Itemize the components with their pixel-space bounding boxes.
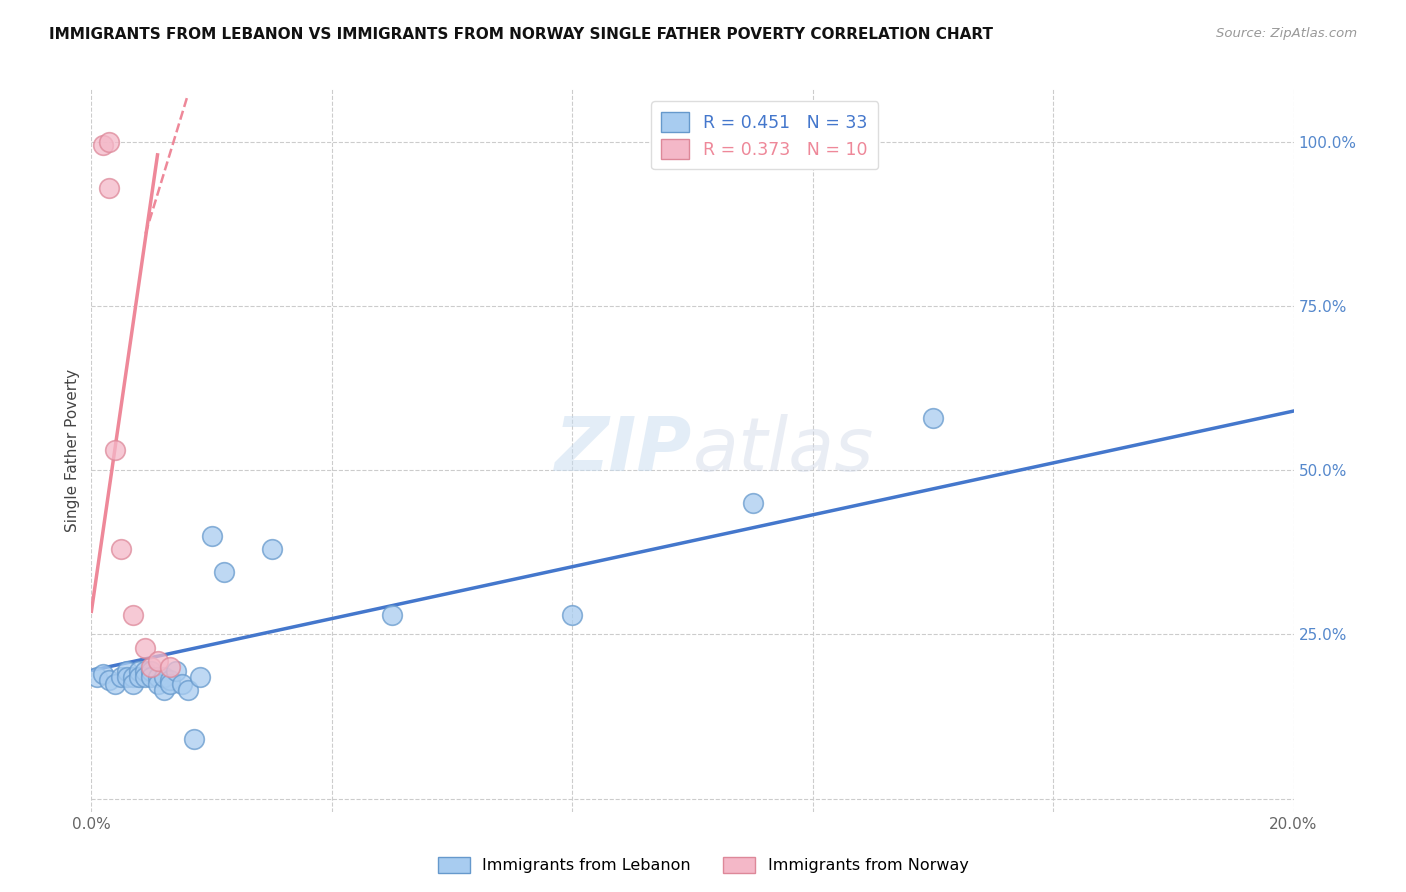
- Point: [98, 180, 121, 194]
- Point: [201, 529, 224, 543]
- Point: [117, 670, 139, 684]
- Point: [104, 443, 127, 458]
- Point: [159, 673, 181, 688]
- Point: [134, 640, 156, 655]
- Point: [260, 541, 283, 556]
- Y-axis label: Single Father Poverty: Single Father Poverty: [65, 369, 80, 532]
- Legend: R = 0.451   N = 33, R = 0.373   N = 10: R = 0.451 N = 33, R = 0.373 N = 10: [651, 102, 879, 169]
- Point: [176, 683, 198, 698]
- Point: [146, 670, 169, 684]
- Point: [212, 565, 235, 579]
- Point: [561, 607, 583, 622]
- Point: [110, 670, 132, 684]
- Point: [741, 496, 763, 510]
- Point: [110, 541, 132, 556]
- Legend: Immigrants from Lebanon, Immigrants from Norway: Immigrants from Lebanon, Immigrants from…: [432, 850, 974, 880]
- Text: IMMIGRANTS FROM LEBANON VS IMMIGRANTS FROM NORWAY SINGLE FATHER POVERTY CORRELAT: IMMIGRANTS FROM LEBANON VS IMMIGRANTS FR…: [49, 27, 993, 42]
- Text: Source: ZipAtlas.com: Source: ZipAtlas.com: [1216, 27, 1357, 40]
- Point: [381, 607, 404, 622]
- Point: [128, 664, 150, 678]
- Point: [146, 654, 169, 668]
- Point: [93, 666, 115, 681]
- Point: [86, 670, 108, 684]
- Point: [98, 673, 121, 688]
- Point: [141, 670, 163, 684]
- Text: ZIP: ZIP: [555, 414, 692, 487]
- Point: [152, 683, 174, 698]
- Point: [141, 664, 163, 678]
- Point: [122, 607, 145, 622]
- Point: [170, 676, 193, 690]
- Point: [117, 664, 139, 678]
- Point: [159, 660, 181, 674]
- Point: [152, 670, 174, 684]
- Point: [159, 676, 181, 690]
- Point: [98, 135, 121, 149]
- Point: [188, 670, 211, 684]
- Point: [146, 676, 169, 690]
- Text: atlas: atlas: [692, 415, 875, 486]
- Point: [128, 670, 150, 684]
- Point: [93, 138, 115, 153]
- Point: [134, 670, 156, 684]
- Point: [122, 670, 145, 684]
- Point: [183, 732, 205, 747]
- Point: [122, 676, 145, 690]
- Point: [922, 410, 945, 425]
- Point: [165, 664, 187, 678]
- Point: [141, 660, 163, 674]
- Point: [134, 664, 156, 678]
- Point: [104, 676, 127, 690]
